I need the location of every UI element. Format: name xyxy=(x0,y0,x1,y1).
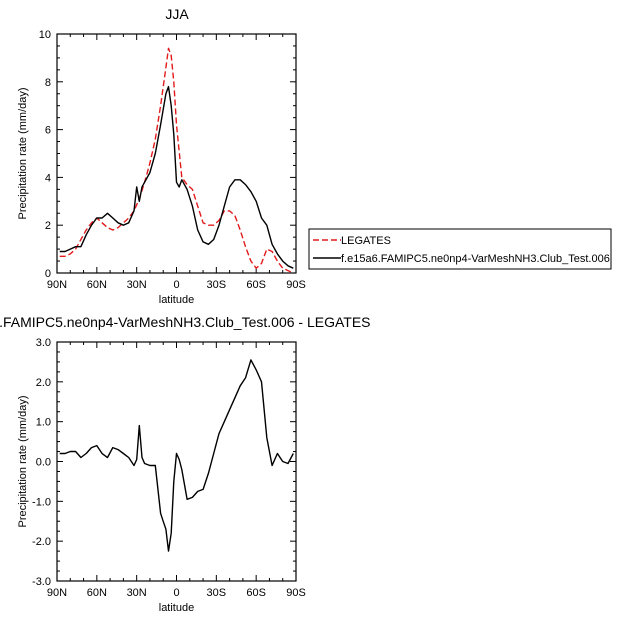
y-tick-label: -1.0 xyxy=(32,496,51,508)
x-tick-label: 30N xyxy=(127,587,147,599)
series-line-0 xyxy=(59,359,294,552)
y-tick-label: 6 xyxy=(45,125,51,137)
x-tick-label: 30S xyxy=(207,587,227,599)
x-tick-label: 60N xyxy=(87,279,107,291)
y-tick-label: 3.0 xyxy=(36,337,51,349)
chart-legend: LEGATES f.e15a6.FAMIPC5.ne0np4-VarMeshNH3… xyxy=(308,228,612,270)
x-tick-label: 60N xyxy=(87,587,107,599)
x-tick-label: 90S xyxy=(286,587,306,599)
y-axis-label: Precipitation rate (mm/day) xyxy=(17,395,29,527)
legend-entry: f.e15a6.FAMIPC5.ne0np4-VarMeshNH3.Club_T… xyxy=(341,253,610,265)
plot-frame xyxy=(56,33,297,274)
y-tick-label: 1.0 xyxy=(36,417,51,429)
x-tick-label: 30S xyxy=(207,279,227,291)
precip-difference-panel: a6.FAMIPC5.ne0np4-VarMeshNH3.Club_Test.0… xyxy=(0,314,371,614)
y-axis-label: Precipitation rate (mm/day) xyxy=(17,87,29,219)
x-tick-label: 60S xyxy=(246,587,266,599)
x-tick-label: 60S xyxy=(246,279,266,291)
series-line-1 xyxy=(59,85,294,269)
y-tick-label: -2.0 xyxy=(32,536,51,548)
chart-title: JJA xyxy=(165,6,189,22)
series-line-0 xyxy=(59,47,294,274)
jja-precip-panel: JJA 90N 60N 30N 0 30S 60S 90S 0 2 4 6 8 10 latitude Pre… xyxy=(17,6,306,306)
x-tick-label: 0 xyxy=(173,587,179,599)
y-tick-label: 8 xyxy=(45,77,51,89)
x-tick-label: 90S xyxy=(286,279,306,291)
y-tick-label: 2 xyxy=(45,220,51,232)
x-tick-label: 90N xyxy=(47,587,67,599)
y-tick-label: -3.0 xyxy=(32,576,51,588)
chart-title: a6.FAMIPC5.ne0np4-VarMeshNH3.Club_Test.0… xyxy=(0,314,371,330)
y-tick-label: 2.0 xyxy=(36,377,51,389)
legend-entry: LEGATES xyxy=(341,235,391,247)
y-tick-label: 10 xyxy=(39,29,51,41)
x-tick-label: 90N xyxy=(47,279,67,291)
y-tick-label: 4 xyxy=(45,172,51,184)
x-axis-label: latitude xyxy=(159,602,194,614)
legend-box xyxy=(308,228,612,270)
y-tick-label: 0 xyxy=(45,268,51,280)
x-axis-label: latitude xyxy=(159,294,194,306)
x-tick-label: 30N xyxy=(127,279,147,291)
y-tick-label: 0.0 xyxy=(36,457,51,469)
x-tick-label: 0 xyxy=(173,279,179,291)
